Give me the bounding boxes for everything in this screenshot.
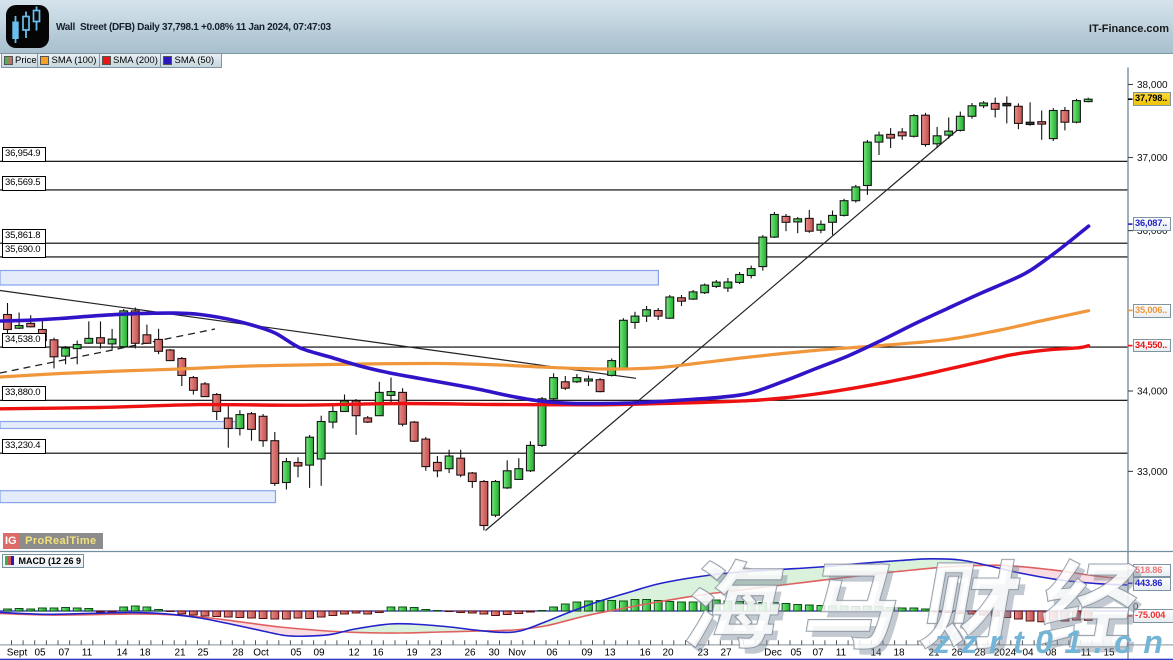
svg-text:11: 11 (836, 648, 847, 659)
svg-text:18: 18 (893, 648, 905, 659)
svg-text:28: 28 (232, 648, 244, 659)
svg-text:28: 28 (974, 648, 986, 659)
svg-text:23: 23 (697, 648, 709, 659)
svg-text:12: 12 (348, 648, 360, 659)
svg-text:07: 07 (58, 648, 70, 659)
svg-text:09: 09 (581, 648, 593, 659)
svg-text:14: 14 (870, 648, 882, 659)
svg-text:19: 19 (406, 648, 418, 659)
svg-text:34,000: 34,000 (1137, 387, 1168, 398)
svg-text:11: 11 (1081, 648, 1092, 659)
svg-text:26: 26 (464, 648, 476, 659)
svg-text:23: 23 (430, 648, 442, 659)
svg-text:05: 05 (34, 648, 46, 659)
svg-text:06: 06 (546, 648, 558, 659)
svg-text:20: 20 (662, 648, 674, 659)
svg-text:37,000: 37,000 (1137, 153, 1168, 164)
svg-text:36,000: 36,000 (1137, 226, 1168, 237)
svg-text:33,000: 33,000 (1137, 467, 1168, 478)
svg-text:27: 27 (720, 648, 732, 659)
svg-text:Oct: Oct (253, 648, 269, 659)
svg-text:30: 30 (488, 648, 500, 659)
svg-text:16: 16 (639, 648, 651, 659)
svg-text:11: 11 (82, 648, 93, 659)
svg-text:Nov: Nov (508, 648, 526, 659)
svg-text:26: 26 (951, 648, 963, 659)
svg-text:2024: 2024 (994, 648, 1017, 659)
svg-text:14: 14 (116, 648, 128, 659)
svg-text:Dec: Dec (764, 648, 782, 659)
svg-text:16: 16 (372, 648, 384, 659)
svg-text:15: 15 (1103, 648, 1115, 659)
svg-text:09: 09 (313, 648, 325, 659)
svg-text:21: 21 (174, 648, 186, 659)
svg-text:18: 18 (139, 648, 151, 659)
svg-text:38,000: 38,000 (1137, 80, 1168, 91)
svg-text:05: 05 (790, 648, 802, 659)
svg-text:04: 04 (1022, 648, 1034, 659)
svg-text:21: 21 (928, 648, 940, 659)
svg-text:05: 05 (290, 648, 302, 659)
svg-text:25: 25 (197, 648, 209, 659)
svg-text:07: 07 (812, 648, 824, 659)
svg-text:Sept: Sept (7, 648, 28, 659)
svg-text:13: 13 (604, 648, 616, 659)
svg-text:08: 08 (1045, 648, 1057, 659)
